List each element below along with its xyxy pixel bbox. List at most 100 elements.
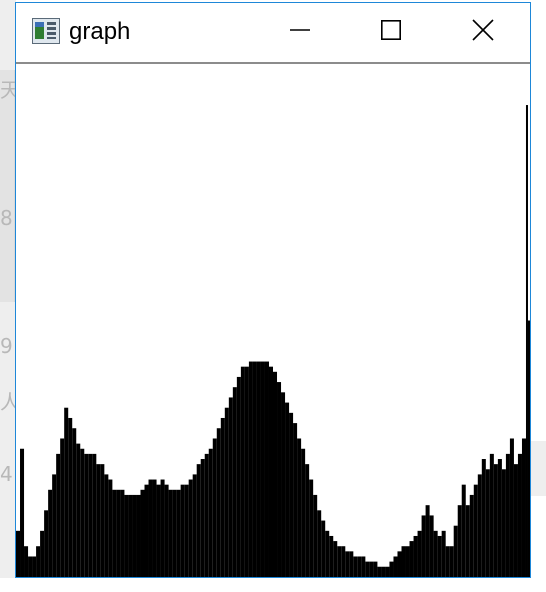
histogram-bar <box>237 377 241 577</box>
histogram-bar <box>349 551 353 577</box>
histogram-bar <box>265 362 269 577</box>
histogram-bar <box>181 485 185 577</box>
histogram-bar <box>506 454 510 577</box>
histogram-bar <box>128 495 132 577</box>
histogram-bar <box>410 541 414 577</box>
histogram-bar <box>28 556 32 577</box>
histogram-bar <box>285 403 289 577</box>
histogram-bar <box>92 454 96 577</box>
histogram-bar <box>193 474 197 577</box>
histogram-bar <box>100 464 104 577</box>
histogram-bar <box>514 464 518 577</box>
histogram-bar <box>301 449 305 577</box>
histogram-bar <box>116 490 120 577</box>
histogram-bar <box>389 562 393 577</box>
histogram-bar <box>422 515 426 577</box>
histogram-bar <box>169 490 173 577</box>
histogram-bar <box>438 536 442 577</box>
histogram-bar <box>305 464 309 577</box>
histogram-bar <box>40 531 44 577</box>
histogram-bar <box>80 449 84 577</box>
histogram-bar <box>458 505 462 577</box>
histogram-bar <box>309 480 313 577</box>
histogram-bar <box>357 556 361 577</box>
histogram-bar <box>502 469 506 577</box>
histogram-bar <box>293 423 297 577</box>
background-glyph: 4 <box>0 464 14 484</box>
graph-window: graph <box>15 2 531 578</box>
histogram-bar <box>213 438 217 577</box>
histogram-bar <box>393 556 397 577</box>
histogram-bar <box>397 551 401 577</box>
histogram-bar <box>104 474 108 577</box>
histogram-bar <box>281 392 285 577</box>
histogram-bar <box>241 367 245 577</box>
close-button[interactable] <box>437 3 529 61</box>
histogram-bar <box>136 495 140 577</box>
background-bottom-edge <box>0 578 546 592</box>
minimize-button[interactable] <box>254 3 346 61</box>
histogram-bar <box>185 485 189 577</box>
histogram-bar <box>225 408 229 577</box>
histogram-bar <box>337 546 341 577</box>
histogram-bar <box>149 480 153 577</box>
histogram-bar <box>88 454 92 577</box>
histogram-bar <box>145 485 149 577</box>
background-glyph: 9 <box>0 336 14 356</box>
histogram-bar <box>36 546 40 577</box>
histogram-bar <box>345 551 349 577</box>
histogram-bar <box>430 515 434 577</box>
histogram-bar <box>418 531 422 577</box>
background-band <box>531 441 546 496</box>
histogram-bar <box>48 490 52 577</box>
histogram-bar <box>329 536 333 577</box>
histogram-bar <box>365 562 369 577</box>
histogram-bar <box>197 464 201 577</box>
histogram-bar <box>313 495 317 577</box>
histogram-bar <box>482 459 486 577</box>
histogram-bar <box>52 474 56 577</box>
histogram-bar <box>201 459 205 577</box>
histogram-bar <box>229 397 233 577</box>
histogram-bar <box>177 490 181 577</box>
histogram-bar <box>317 510 321 577</box>
histogram-bar <box>20 449 24 577</box>
histogram-bar <box>528 321 530 578</box>
histogram-bar <box>124 495 128 577</box>
histogram-bar <box>478 474 482 577</box>
histogram-bar <box>490 454 494 577</box>
histogram-bar <box>321 521 325 577</box>
histogram-bar <box>325 531 329 577</box>
histogram-bar <box>470 495 474 577</box>
histogram-bar <box>369 562 373 577</box>
histogram-bar <box>289 413 293 577</box>
histogram-bar <box>426 505 430 577</box>
histogram-bar <box>522 438 526 577</box>
histogram-bar <box>245 367 249 577</box>
background-panel <box>0 70 15 302</box>
histogram-bar <box>257 362 261 577</box>
histogram-bar <box>96 464 100 577</box>
title-bar[interactable]: graph <box>16 3 530 61</box>
maximize-button[interactable] <box>345 3 437 61</box>
histogram-bar <box>269 367 273 577</box>
histogram-bar <box>24 546 28 577</box>
background-glyph: 天 <box>0 80 14 100</box>
histogram-bar <box>161 480 165 577</box>
histogram-bar <box>454 526 458 577</box>
histogram-bar <box>120 490 124 577</box>
histogram-bar <box>402 546 406 577</box>
minimize-icon <box>290 20 310 45</box>
histogram-bar <box>189 480 193 577</box>
histogram-bar <box>60 438 64 577</box>
histogram-bar <box>526 105 528 577</box>
histogram-chart <box>16 64 530 577</box>
histogram-bar <box>16 531 20 577</box>
plot-area <box>16 64 530 577</box>
histogram-bar <box>297 438 301 577</box>
histogram-bar <box>56 454 60 577</box>
histogram-bar <box>72 428 76 577</box>
histogram-bar <box>261 362 265 577</box>
app-window-icon <box>32 18 60 44</box>
histogram-bar <box>333 541 337 577</box>
